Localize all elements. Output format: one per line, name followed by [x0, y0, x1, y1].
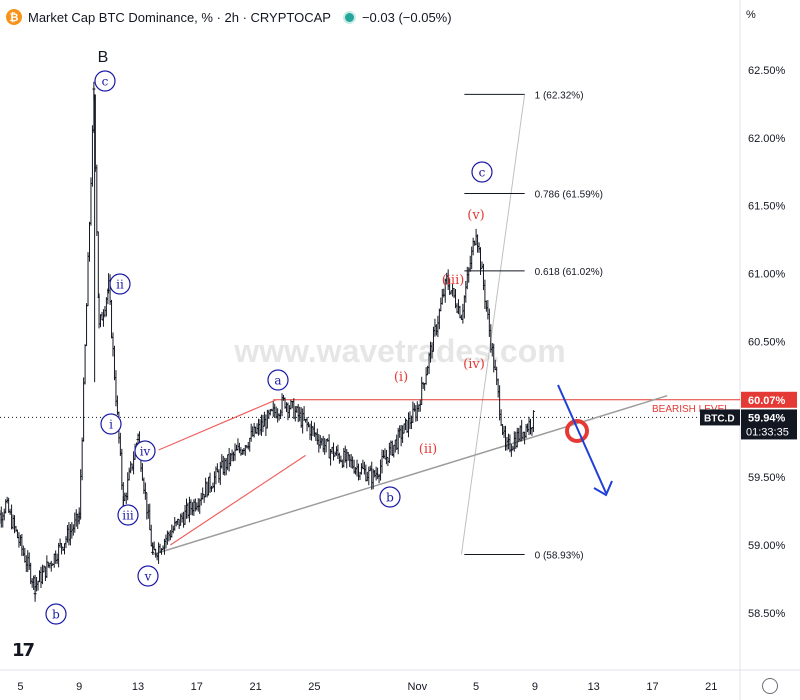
- y-tick-label: 61.00%: [748, 269, 786, 281]
- wave-label-v: v: [144, 570, 152, 584]
- bearish-level-label: BEARISH LEVEL: [652, 404, 730, 415]
- wave-label-i-circle: [100, 413, 122, 435]
- x-tick-label: 21: [249, 681, 261, 693]
- wave-label-ii-circle: [109, 273, 131, 295]
- x-tick-label: Nov: [408, 681, 428, 693]
- wave-label-b: b: [386, 491, 394, 505]
- wave-label-c-circle: [471, 161, 493, 183]
- x-tick-label: 17: [191, 681, 203, 693]
- x-tick-label: 9: [532, 681, 538, 693]
- x-tick-label: 9: [76, 681, 82, 693]
- fib-level-label: 0 (58.93%): [535, 551, 584, 562]
- y-tick-label: 61.50%: [748, 201, 786, 213]
- bearish-arrow-head-icon: [593, 480, 613, 497]
- y-tick-label: 62.00%: [748, 133, 786, 145]
- symbol-tag: [700, 409, 740, 426]
- chart-title: Market Cap BTC Dominance, % · 2h · CRYPT…: [28, 9, 331, 25]
- scale-unit-label[interactable]: %: [746, 9, 756, 21]
- bitcoin-icon: ₿: [6, 9, 22, 25]
- wave-label-wave-iii: (iii): [442, 273, 465, 288]
- wave-label-wave-i: (i): [394, 370, 408, 385]
- tradingview-logo-icon: 17: [12, 640, 35, 661]
- chart-header: ₿ Market Cap BTC Dominance, % · 2h · CRY…: [6, 6, 452, 28]
- y-tick-label: 59.50%: [748, 472, 786, 484]
- fib-level-label: 1 (62.32%): [535, 90, 584, 101]
- x-tick-label: 17: [646, 681, 658, 693]
- wave-label-wave-ii: (ii): [419, 442, 437, 457]
- wave-label-i: i: [109, 418, 113, 432]
- wave-label-iv: iv: [140, 445, 151, 459]
- y-tick-label: 62.50%: [748, 65, 786, 77]
- wave-label-c-major: c: [102, 75, 109, 89]
- market-status-icon: [342, 10, 356, 24]
- bearish-arrow-shaft: [557, 384, 607, 494]
- wave-label-a: a: [274, 374, 281, 388]
- x-tick-label: 13: [588, 681, 600, 693]
- x-tick-label: 13: [132, 681, 144, 693]
- lower-pink-line: [170, 454, 306, 546]
- fib-trend-line: [460, 94, 526, 555]
- breakdown-marker-icon: [565, 419, 589, 443]
- wave-label-c-major-circle: [94, 70, 116, 92]
- watermark: www.wavetrades.com: [233, 333, 565, 369]
- price-change: −0.03 (−0.05%): [361, 9, 452, 25]
- y-tick-label: 60.50%: [748, 336, 786, 348]
- bearish-level-price-tag: [741, 391, 797, 408]
- wave-label-b-left: b: [52, 608, 60, 622]
- wave-label-c: c: [479, 166, 486, 180]
- y-tick-label: 59.00%: [748, 540, 786, 552]
- wave-label-ii: ii: [116, 278, 124, 292]
- wave-label-b-circle: [379, 486, 401, 508]
- y-tick-label: 58.50%: [748, 608, 786, 620]
- wave-label-iv-circle: [134, 440, 156, 462]
- fib-level-label: 0.786 (61.59%): [535, 190, 603, 201]
- countdown-label: 01:33:35: [746, 426, 789, 438]
- wave-label-v-circle: [137, 565, 159, 587]
- current-price-tag: [741, 409, 797, 440]
- x-tick-label: 5: [17, 681, 23, 693]
- x-tick-label: 25: [308, 681, 320, 693]
- wave-label-wave-iv: (iv): [463, 357, 485, 372]
- wave-label-iii: iii: [122, 509, 134, 523]
- wave-label-B: B: [98, 49, 109, 66]
- wave-label-wave-v: (v): [467, 208, 485, 223]
- symbol-tag-label: BTC.D: [704, 413, 735, 424]
- settings-icon[interactable]: [762, 678, 778, 694]
- current-price-label: 59.94%: [748, 412, 786, 424]
- y-tick-label: 60.07%: [748, 395, 786, 407]
- x-tick-label: 5: [473, 681, 479, 693]
- wave-label-b-left-circle: [45, 603, 67, 625]
- x-tick-label: 21: [705, 681, 717, 693]
- wave-label-iii-circle: [117, 504, 139, 526]
- wave-label-a-circle: [267, 369, 289, 391]
- upper-pink-line: [158, 399, 277, 451]
- fib-level-label: 0.618 (61.02%): [535, 267, 603, 278]
